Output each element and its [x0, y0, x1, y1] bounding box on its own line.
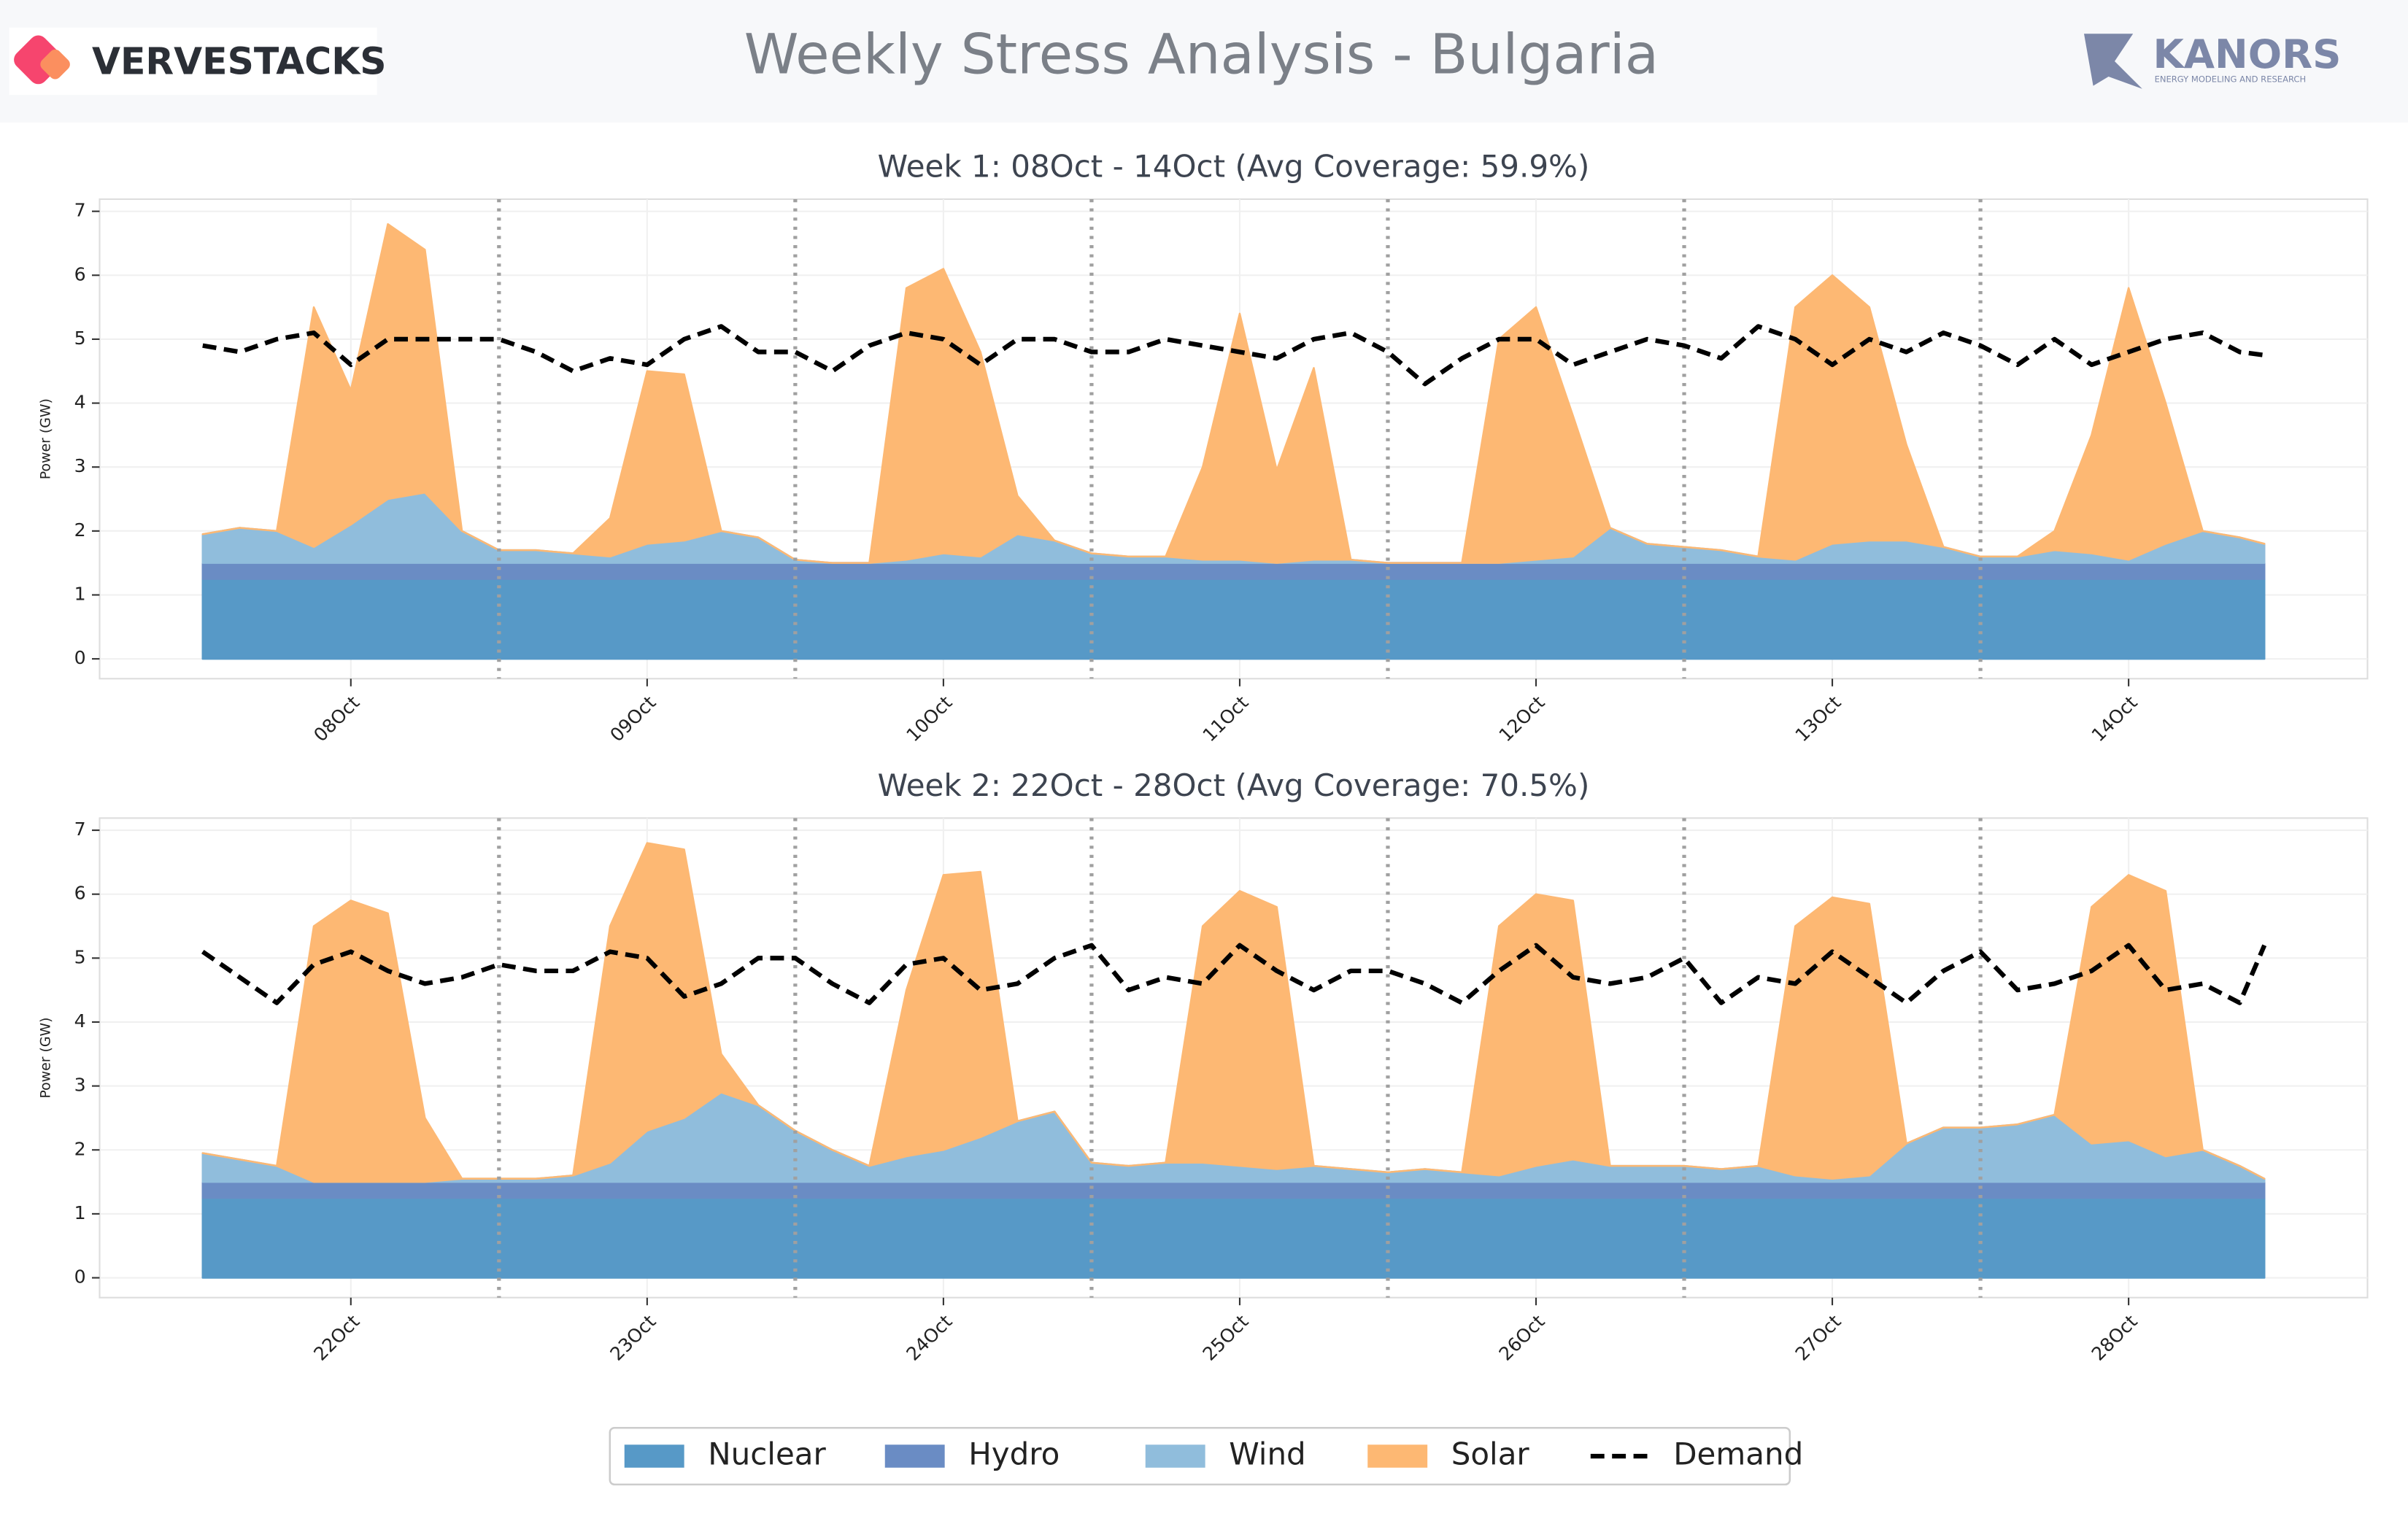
y-axis-label: Power (GW)	[37, 1018, 53, 1099]
x-tick-label: 10Oct	[903, 692, 957, 746]
y-tick-label: 4	[74, 392, 86, 413]
brand-right-sub: ENERGY MODELING AND RESEARCH	[2155, 74, 2307, 85]
y-axis-label: Power (GW)	[37, 398, 53, 479]
x-tick-label: 23Oct	[606, 1311, 660, 1365]
y-tick-label: 0	[74, 1266, 86, 1288]
x-tick-label: 08Oct	[309, 692, 363, 746]
legend-swatch	[1367, 1444, 1428, 1468]
area-solar	[201, 842, 2266, 1183]
x-tick-label: 14Oct	[2088, 692, 2142, 746]
y-tick-label: 2	[74, 1138, 86, 1159]
legend-swatch	[884, 1444, 945, 1468]
area-nuclear	[201, 1196, 2266, 1279]
y-tick-label: 1	[74, 583, 86, 604]
x-tick-label: 26Oct	[1495, 1311, 1549, 1365]
page-title: Weekly Stress Analysis - Bulgaria	[744, 22, 1659, 86]
chart-title: Week 1: 08Oct - 14Oct (Avg Coverage: 59.…	[878, 149, 1590, 185]
header-band	[0, 0, 2408, 123]
x-tick-label: 25Oct	[1199, 1311, 1253, 1365]
y-tick-label: 2	[74, 519, 86, 541]
area-solar	[201, 223, 2266, 564]
x-tick-label: 11Oct	[1199, 692, 1253, 746]
y-tick-label: 7	[74, 200, 86, 221]
brand-right: KANORS	[2153, 31, 2341, 77]
area-hydro	[201, 1180, 2266, 1199]
y-tick-label: 3	[74, 455, 86, 476]
x-tick-label: 09Oct	[606, 692, 660, 746]
brand-left: VERVESTACKS	[92, 40, 387, 83]
area-nuclear	[201, 578, 2266, 660]
y-tick-label: 3	[74, 1075, 86, 1096]
legend-swatch	[624, 1444, 684, 1468]
y-tick-label: 4	[74, 1010, 86, 1032]
x-tick-label: 22Oct	[309, 1311, 363, 1365]
logo-left-icon	[40, 49, 70, 80]
y-tick-label: 6	[74, 263, 86, 285]
line-demand	[201, 943, 2267, 1005]
legend-label: Nuclear	[708, 1436, 826, 1472]
legend-label: Solar	[1451, 1436, 1530, 1472]
logo-left-box	[9, 27, 377, 96]
line-demand	[202, 324, 2265, 387]
x-tick-label: 24Oct	[903, 1311, 957, 1365]
y-tick-label: 5	[74, 946, 86, 967]
y-tick-label: 6	[74, 883, 86, 904]
x-tick-label: 12Oct	[1495, 692, 1549, 746]
y-tick-label: 7	[74, 819, 86, 840]
area-hydro	[201, 562, 2266, 580]
chart-title: Week 2: 22Oct - 28Oct (Avg Coverage: 70.…	[878, 767, 1590, 803]
legend-label: Demand	[1673, 1436, 1803, 1472]
x-tick-label: 13Oct	[1791, 692, 1845, 746]
y-tick-label: 5	[74, 328, 86, 349]
x-tick-label: 28Oct	[2088, 1311, 2142, 1365]
y-tick-label: 1	[74, 1202, 86, 1223]
legend-label: Wind	[1229, 1436, 1306, 1472]
y-tick-label: 0	[74, 647, 86, 668]
legend-label: Hydro	[968, 1436, 1060, 1472]
legend-swatch	[1145, 1444, 1205, 1468]
x-tick-label: 27Oct	[1791, 1311, 1845, 1365]
logo-right-icon	[2083, 34, 2142, 89]
